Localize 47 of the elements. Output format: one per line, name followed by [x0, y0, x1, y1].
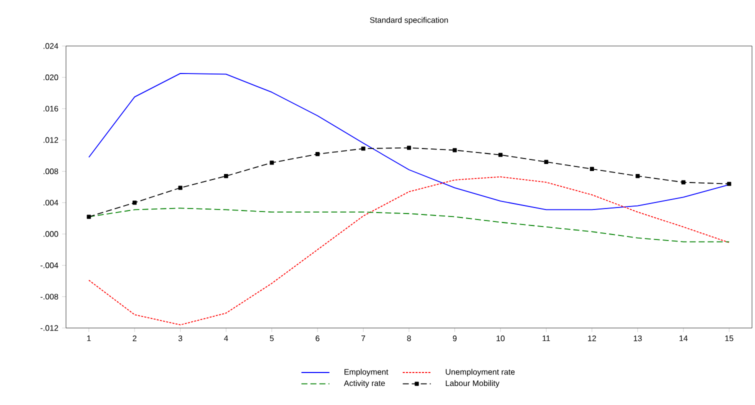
y-tick-label: .024: [44, 43, 58, 49]
y-tick-label: .012: [44, 137, 58, 143]
x-tick-label: 4: [224, 336, 228, 342]
x-tick-label: 7: [361, 336, 366, 342]
point: [361, 146, 366, 151]
point: [681, 180, 686, 184]
point: [498, 152, 503, 157]
point: [315, 152, 320, 156]
y-tick-label: .000: [44, 231, 58, 237]
line-series: [88, 176, 730, 326]
point: [544, 160, 548, 164]
y-tick-label: -.004: [40, 262, 58, 268]
y-tick-label: .020: [44, 74, 58, 80]
x-tick-label: 9: [452, 336, 457, 342]
chart-title: Standard specification: [370, 17, 448, 24]
point: [270, 160, 274, 165]
y-tick-label: .004: [44, 200, 58, 206]
x-tick-label: 8: [407, 336, 411, 342]
line-series: [88, 72, 730, 210]
legend-label: Unemployment rate: [446, 368, 515, 376]
point: [178, 186, 182, 190]
x-tick-label: 11: [542, 336, 550, 342]
x-tick-label: 10: [496, 336, 505, 342]
x-tick-label: 15: [725, 336, 734, 342]
point: [636, 174, 640, 178]
point: [86, 214, 91, 219]
legend-label: Activity rate: [344, 380, 385, 388]
point: [727, 182, 732, 186]
y-tick-label: -.008: [40, 294, 58, 300]
x-tick-label: 1: [87, 336, 91, 342]
y-tick-label: -.012: [40, 325, 58, 331]
x-tick-label: 12: [588, 336, 596, 342]
point: [590, 166, 594, 172]
point: [132, 200, 137, 205]
point: [452, 148, 457, 152]
y-tick-label: .008: [44, 168, 58, 174]
legend-label: Employment: [344, 368, 388, 376]
legend-label: Labour Mobility: [446, 380, 500, 388]
x-tick-label: 5: [270, 336, 274, 342]
x-tick-label: 3: [178, 336, 182, 342]
y-tick-label: .016: [44, 106, 58, 112]
x-tick-label: 14: [680, 336, 688, 342]
x-tick-label: 2: [132, 336, 136, 342]
x-tick-label: 6: [316, 336, 320, 342]
point: [406, 146, 412, 150]
x-tick-label: 13: [634, 336, 642, 342]
point: [224, 174, 228, 178]
